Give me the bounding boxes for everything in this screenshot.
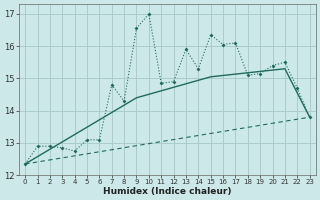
- X-axis label: Humidex (Indice chaleur): Humidex (Indice chaleur): [103, 187, 232, 196]
